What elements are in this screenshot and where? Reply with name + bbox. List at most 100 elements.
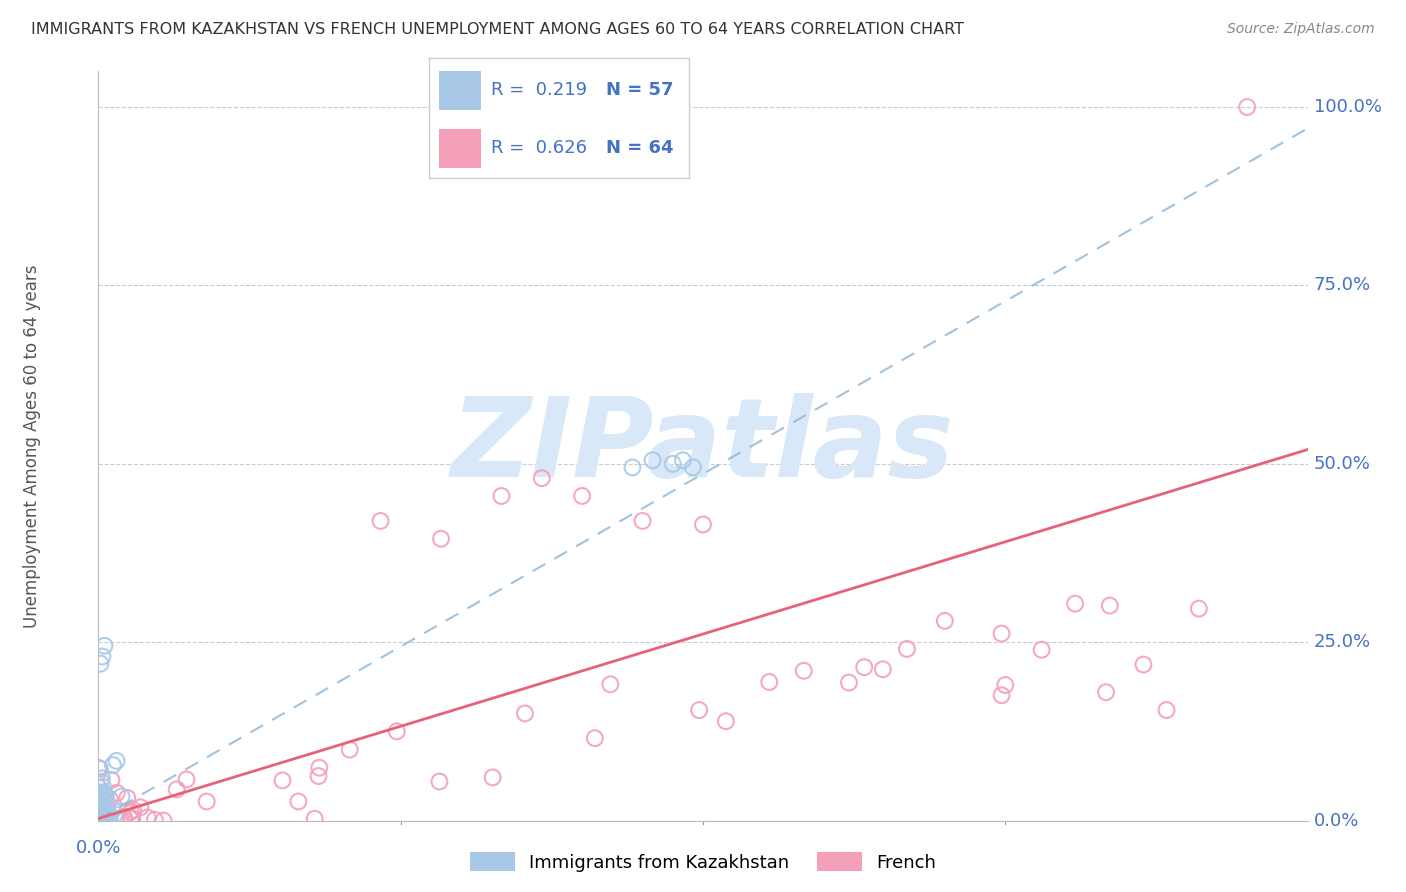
Point <box>90 806 112 821</box>
Legend: Immigrants from Kazakhstan, French: Immigrants from Kazakhstan, French <box>463 846 943 879</box>
Point <box>1236 100 1258 114</box>
Point <box>90 807 112 822</box>
Point <box>530 471 553 485</box>
Point <box>89 803 111 817</box>
Text: ZIPatlas: ZIPatlas <box>451 392 955 500</box>
Point <box>91 813 114 827</box>
Point <box>91 649 114 664</box>
Point <box>934 614 956 628</box>
Point <box>1156 703 1178 717</box>
Point <box>87 761 110 775</box>
Text: 25.0%: 25.0% <box>1313 633 1371 651</box>
Point <box>91 811 114 825</box>
Point <box>87 800 110 814</box>
Point <box>114 813 136 827</box>
Point <box>101 758 124 772</box>
Point <box>100 772 122 787</box>
Text: 0.0%: 0.0% <box>1313 812 1360 830</box>
Point <box>481 771 503 785</box>
Point <box>1031 642 1053 657</box>
Point <box>98 809 121 823</box>
Point <box>91 789 114 804</box>
Point <box>87 796 110 810</box>
Point <box>682 460 704 475</box>
Point <box>120 805 142 819</box>
Point <box>599 677 621 691</box>
Point <box>89 785 111 799</box>
Point <box>93 639 115 653</box>
Point <box>89 762 111 776</box>
Point <box>1064 597 1087 611</box>
Point <box>94 787 117 801</box>
Point <box>661 457 683 471</box>
Point <box>90 772 112 786</box>
Point <box>385 724 408 739</box>
Point <box>90 803 112 817</box>
Point <box>641 453 664 467</box>
Point <box>97 812 120 826</box>
Point <box>990 626 1012 640</box>
Point <box>97 804 120 818</box>
Point <box>896 641 918 656</box>
Point <box>872 662 894 676</box>
Point <box>853 660 876 674</box>
Point <box>714 714 737 729</box>
Text: R =  0.626: R = 0.626 <box>491 139 588 157</box>
Point <box>152 814 174 828</box>
Point <box>91 804 114 818</box>
Point <box>136 811 159 825</box>
Point <box>1098 599 1121 613</box>
Point <box>110 789 132 804</box>
Point <box>1188 601 1211 615</box>
Point <box>994 678 1017 692</box>
Point <box>583 731 606 746</box>
FancyBboxPatch shape <box>439 129 481 168</box>
Point <box>430 532 453 546</box>
Point <box>98 792 121 806</box>
Point <box>89 802 111 816</box>
Text: Unemployment Among Ages 60 to 64 years: Unemployment Among Ages 60 to 64 years <box>22 264 41 628</box>
Point <box>91 806 114 821</box>
Point <box>115 790 138 805</box>
Point <box>339 742 361 756</box>
Point <box>571 489 593 503</box>
Text: 0.0%: 0.0% <box>76 839 121 857</box>
Point <box>688 703 710 717</box>
Point <box>101 802 124 816</box>
Point <box>990 688 1012 702</box>
Point <box>143 813 166 827</box>
Point <box>98 810 121 824</box>
Point <box>287 794 309 808</box>
Point <box>90 791 112 805</box>
Point <box>91 780 114 794</box>
Point <box>93 787 115 801</box>
Point <box>105 754 128 768</box>
FancyBboxPatch shape <box>439 71 481 110</box>
Point <box>91 804 114 818</box>
Point <box>96 807 118 822</box>
Point <box>793 664 815 678</box>
Point <box>89 792 111 806</box>
Point <box>87 791 110 805</box>
Text: N = 64: N = 64 <box>606 139 673 157</box>
Point <box>87 797 110 812</box>
Point <box>91 804 114 818</box>
Point <box>838 675 860 690</box>
Point <box>104 807 127 822</box>
Point <box>90 774 112 789</box>
Point <box>271 773 294 788</box>
Point <box>692 517 714 532</box>
Text: Source: ZipAtlas.com: Source: ZipAtlas.com <box>1227 22 1375 37</box>
Point <box>94 803 117 817</box>
Point <box>166 782 188 797</box>
Point <box>89 780 111 795</box>
Point <box>89 800 111 814</box>
Point <box>1095 685 1118 699</box>
Point <box>112 810 135 824</box>
Text: N = 57: N = 57 <box>606 81 673 100</box>
Point <box>96 804 118 818</box>
Text: 100.0%: 100.0% <box>1313 98 1382 116</box>
Point <box>370 514 392 528</box>
Text: IMMIGRANTS FROM KAZAKHSTAN VS FRENCH UNEMPLOYMENT AMONG AGES 60 TO 64 YEARS CORR: IMMIGRANTS FROM KAZAKHSTAN VS FRENCH UNE… <box>31 22 965 37</box>
Point <box>513 706 536 721</box>
